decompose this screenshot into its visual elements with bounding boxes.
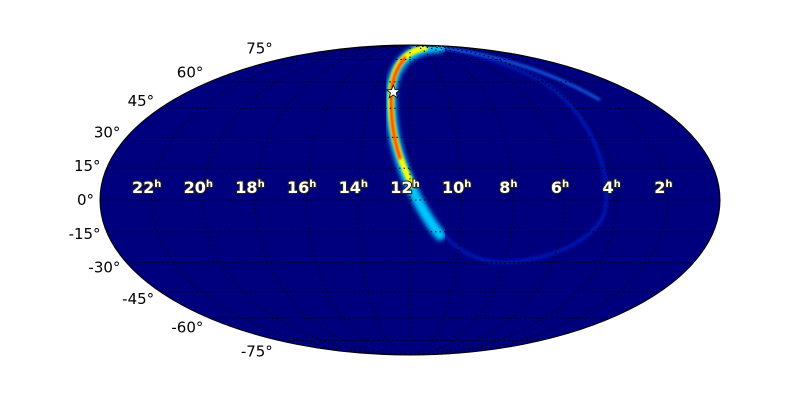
ra-tick-value: 6 <box>551 178 562 197</box>
ra-tick-value: 10 <box>442 178 464 197</box>
ra-tick-value: 12 <box>390 178 412 197</box>
ra-tick-label: 14h <box>339 178 368 197</box>
ra-tick-value: 18 <box>235 178 257 197</box>
band-faint-ring <box>418 45 609 265</box>
ra-tick-label: 12h <box>390 178 419 197</box>
ra-tick-label: 2h <box>654 178 672 197</box>
ra-tick-label: 20h <box>184 178 213 197</box>
ra-grid-line <box>357 45 411 355</box>
dec-tick-label: 60° <box>177 64 204 82</box>
sky-boundary <box>99 44 721 356</box>
dec-tick-label: 75° <box>246 40 273 58</box>
ra-grid-line <box>409 45 463 355</box>
ra-tick-label: 10h <box>442 178 471 197</box>
dec-tick-label: 30° <box>94 124 121 142</box>
dec-tick-label: 0° <box>77 191 94 209</box>
ra-tick-label: 18h <box>235 178 264 197</box>
dec-tick-label: -75° <box>241 342 273 360</box>
sky-background <box>100 45 720 355</box>
dec-tick-label: -15° <box>69 225 101 243</box>
ra-tick-value: 20 <box>184 178 206 197</box>
ra-tick-unit: h <box>510 179 517 190</box>
ra-tick-unit: h <box>309 179 316 190</box>
ra-grid-line <box>202 45 411 355</box>
ra-tick-label: 4h <box>603 178 621 197</box>
dec-tick-label: -30° <box>88 258 120 276</box>
ra-tick-value: 22 <box>132 178 154 197</box>
ra-tick-label: 16h <box>287 178 316 197</box>
ra-grid-line <box>409 45 618 355</box>
ra-tick-value: 2 <box>654 178 665 197</box>
ra-tick-unit: h <box>258 179 265 190</box>
star-marker-icon <box>385 83 402 99</box>
ra-tick-unit: h <box>562 179 569 190</box>
ra-tick-unit: h <box>361 179 368 190</box>
dec-tick-label: -45° <box>122 290 154 308</box>
band-core <box>389 56 407 160</box>
ra-grid-line <box>409 45 669 355</box>
dec-tick-label: -60° <box>171 318 203 336</box>
ra-tick-value: 14 <box>339 178 361 197</box>
ra-tick-label: 8h <box>499 178 517 197</box>
ra-tick-label: 6h <box>551 178 569 197</box>
ra-tick-unit: h <box>464 179 471 190</box>
ra-tick-label: 22h <box>132 178 161 197</box>
ra-tick-unit: h <box>665 179 672 190</box>
ra-grid-line <box>254 45 411 355</box>
ra-tick-value: 8 <box>499 178 510 197</box>
ra-tick-unit: h <box>614 179 621 190</box>
ra-grid-line <box>151 45 411 355</box>
dec-tick-label: 15° <box>74 157 101 175</box>
dec-tick-label: 45° <box>128 92 155 110</box>
ra-grid-line <box>409 45 566 355</box>
ra-tick-unit: h <box>206 179 213 190</box>
star-marker <box>385 83 402 99</box>
ra-tick-unit: h <box>154 179 161 190</box>
ra-tick-value: 4 <box>603 178 614 197</box>
ra-tick-unit: h <box>413 179 420 190</box>
ra-tick-value: 16 <box>287 178 309 197</box>
